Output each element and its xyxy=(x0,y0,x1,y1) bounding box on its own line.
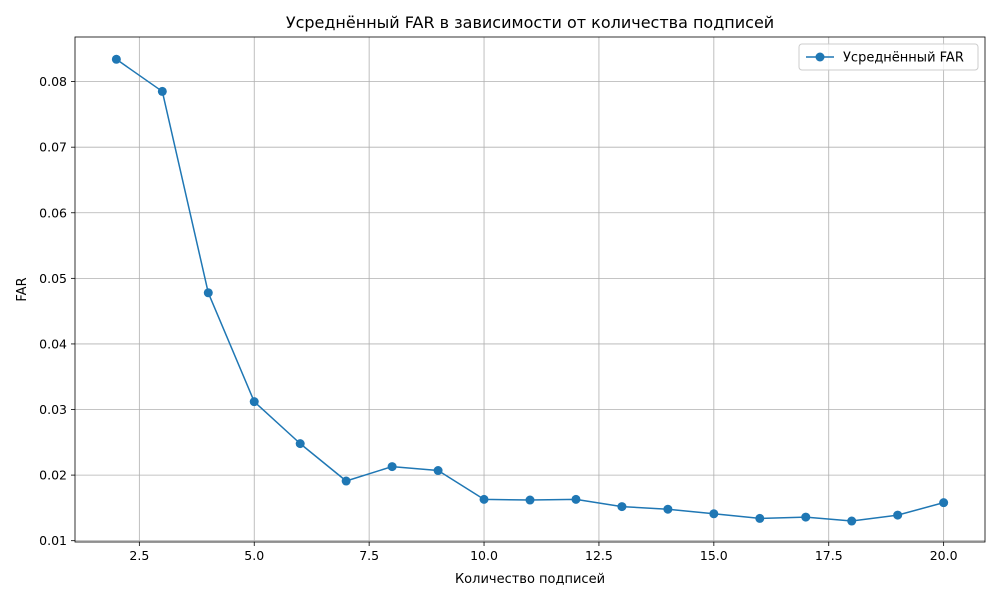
data-point xyxy=(755,513,765,523)
data-point xyxy=(479,494,489,504)
x-tick-label: 7.5 xyxy=(359,548,379,563)
x-tick-label: 17.5 xyxy=(815,548,843,563)
x-tick-label: 15.0 xyxy=(700,548,728,563)
x-tick-label: 20.0 xyxy=(930,548,958,563)
data-point xyxy=(617,502,627,512)
data-point xyxy=(801,512,811,522)
grid xyxy=(75,37,985,542)
data-point xyxy=(433,466,443,476)
data-point xyxy=(341,476,351,486)
ticks: 2.5 5.0 7.5 10.0 12.5 15.0 17.5 20.0 0.01 0.02 0.0… xyxy=(39,74,957,563)
data-point xyxy=(847,516,857,526)
y-tick-label: 0.06 xyxy=(39,205,67,220)
chart-title: Усреднённый FAR в зависимости от количес… xyxy=(286,13,774,32)
data-point xyxy=(387,462,397,472)
data-point xyxy=(203,288,213,298)
x-axis-label: Количество подписей xyxy=(455,572,605,587)
y-axis-label: FAR xyxy=(15,277,30,301)
data-point xyxy=(157,86,167,96)
data-point xyxy=(663,504,673,514)
legend-box xyxy=(798,43,979,71)
plot-frame xyxy=(74,36,986,543)
y-tick-label: 0.04 xyxy=(39,336,67,351)
data-point xyxy=(111,54,121,64)
y-tick-label: 0.08 xyxy=(39,74,67,89)
data-point xyxy=(939,498,949,508)
data-point xyxy=(249,397,259,407)
x-tick-label: 10.0 xyxy=(470,548,498,563)
data-point xyxy=(709,509,719,519)
y-tick-label: 0.02 xyxy=(39,468,67,483)
x-tick-label: 12.5 xyxy=(585,548,613,563)
x-tick-label: 2.5 xyxy=(129,548,149,563)
y-tick-label: 0.03 xyxy=(39,402,67,417)
x-tick-label: 5.0 xyxy=(244,548,264,563)
data-point xyxy=(571,494,581,504)
data-point xyxy=(525,495,535,505)
y-tick-label: 0.07 xyxy=(39,140,67,155)
data-point xyxy=(893,510,903,520)
legend: Усреднённый FAR xyxy=(798,43,979,71)
series-layer xyxy=(111,54,949,526)
y-tick-label: 0.05 xyxy=(39,271,67,286)
legend-point-marker xyxy=(815,52,825,62)
y-tick-label: 0.01 xyxy=(39,533,67,548)
data-point xyxy=(295,439,305,449)
legend-label: Усреднённый FAR xyxy=(843,51,964,66)
